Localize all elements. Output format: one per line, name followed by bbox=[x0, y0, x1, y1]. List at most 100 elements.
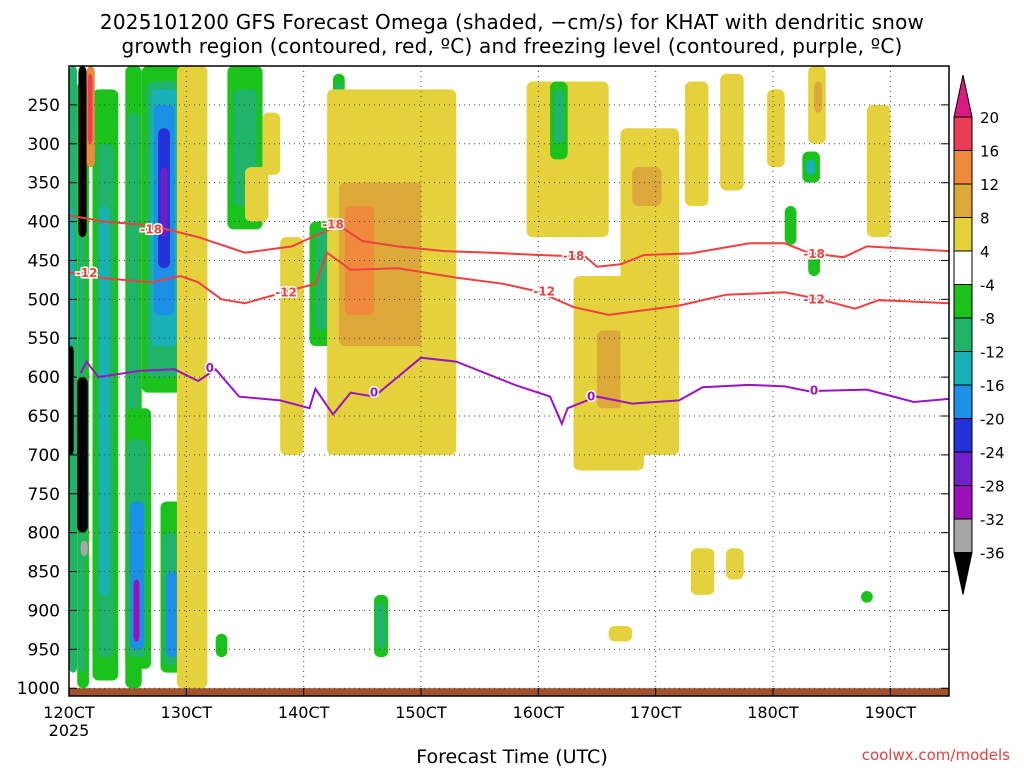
omega-cell bbox=[866, 104, 891, 238]
colorbar-top-arrow bbox=[953, 74, 973, 118]
x-tick-label: 180CT bbox=[747, 703, 799, 722]
colorbar: 20 16 12 8 4 -4 -8 -12 -16 -20 -24 -28 -32 -36 bbox=[953, 74, 1005, 595]
x-year-label: 2025 bbox=[49, 721, 90, 740]
contour-label-minus18: -18 bbox=[803, 247, 825, 261]
x-tick-label: 190CT bbox=[865, 703, 917, 722]
omega-cell bbox=[80, 540, 88, 556]
y-axis: 250 300 350 400 450 500 550 600 650 700 750 800 850 9… bbox=[17, 96, 949, 699]
omega-cell bbox=[632, 167, 662, 206]
contour-label-minus12: -12 bbox=[803, 292, 825, 306]
colorbar-segment bbox=[953, 351, 973, 386]
contour-minus18 bbox=[69, 214, 949, 268]
contour-label-freezing: 0 bbox=[810, 383, 818, 397]
omega-cell bbox=[215, 633, 228, 658]
omega-cell bbox=[726, 548, 744, 580]
colorbar-label: -32 bbox=[980, 511, 1005, 529]
colorbar-label: -4 bbox=[980, 277, 995, 295]
colorbar-segment bbox=[953, 284, 973, 319]
omega-cell bbox=[160, 167, 168, 238]
x-tick-label: 170CT bbox=[630, 703, 682, 722]
omega-cell bbox=[620, 128, 680, 455]
omega-cell bbox=[166, 571, 180, 658]
colorbar-segment bbox=[953, 418, 973, 453]
y-tick-label: 750 bbox=[28, 485, 60, 505]
colorbar-label: 12 bbox=[980, 176, 999, 194]
colorbar-label: -12 bbox=[980, 344, 1005, 362]
omega-cell bbox=[99, 206, 109, 595]
colorbar-label: -36 bbox=[980, 545, 1005, 563]
contour-label-freezing: 0 bbox=[206, 361, 214, 375]
omega-cell bbox=[767, 89, 785, 168]
contour-label-minus12: -12 bbox=[275, 285, 297, 299]
contour-labels: -18 -18 -18 -18 -12 -12 -12 -12 0 0 0 0 bbox=[74, 216, 826, 405]
omega-cell bbox=[315, 229, 328, 331]
omega-cell bbox=[720, 73, 744, 191]
y-tick-label: 300 bbox=[28, 135, 60, 155]
omega-cell bbox=[553, 89, 565, 144]
x-tick-label: 140CT bbox=[278, 703, 330, 722]
omega-cell bbox=[245, 167, 269, 222]
x-tick-label: 120CT bbox=[43, 703, 95, 722]
omega-cell bbox=[69, 346, 74, 455]
omega-cell bbox=[805, 159, 816, 175]
y-tick-label: 650 bbox=[28, 407, 60, 427]
contour-label-minus18: -18 bbox=[140, 222, 162, 236]
omega-cell bbox=[814, 81, 823, 113]
y-tick-label: 400 bbox=[28, 213, 60, 233]
y-tick-label: 800 bbox=[28, 524, 60, 544]
colorbar-label: -28 bbox=[980, 478, 1005, 496]
contour-freezing-level bbox=[79, 356, 949, 427]
omega-cell bbox=[69, 206, 74, 346]
omega-cell bbox=[262, 112, 281, 175]
colorbar-segment bbox=[953, 485, 973, 520]
omega-cell bbox=[78, 66, 87, 238]
y-tick-label: 350 bbox=[28, 174, 60, 194]
colorbar-segment bbox=[953, 150, 973, 185]
colorbar-segment bbox=[953, 451, 973, 486]
colorbar-segment bbox=[953, 183, 973, 218]
grid bbox=[68, 66, 949, 696]
colorbar-bottom-arrow bbox=[953, 552, 973, 595]
contour-label-minus12: -12 bbox=[76, 266, 98, 280]
omega-cell bbox=[608, 626, 633, 642]
colorbar-label: -24 bbox=[980, 444, 1005, 462]
credit-text: coolwx.com/models bbox=[861, 746, 1010, 764]
y-tick-label: 850 bbox=[28, 563, 60, 583]
contour-label-minus18: -18 bbox=[563, 249, 585, 263]
x-axis: 120CT 130CT 140CT 150CT 160CT 170CT 180CT 190CT… bbox=[43, 688, 916, 740]
omega-cell bbox=[280, 237, 304, 455]
y-tick-label: 500 bbox=[28, 290, 60, 310]
contours bbox=[69, 214, 949, 427]
terrain bbox=[69, 688, 949, 696]
contour-label-freezing: 0 bbox=[370, 386, 378, 400]
contour-label-minus18: -18 bbox=[322, 218, 344, 232]
chart-title-line2: growth region (contoured, red, ºC) and f… bbox=[121, 34, 903, 58]
omega-shading bbox=[69, 66, 949, 696]
omega-cell bbox=[77, 377, 88, 533]
y-tick-label: 600 bbox=[28, 368, 60, 388]
y-tick-label: 450 bbox=[28, 251, 60, 271]
colorbar-label: 4 bbox=[980, 243, 990, 261]
omega-cell bbox=[376, 602, 386, 650]
colorbar-segment bbox=[953, 317, 973, 352]
omega-cell bbox=[690, 548, 715, 595]
y-tick-label: 900 bbox=[28, 601, 60, 621]
x-axis-label: Forecast Time (UTC) bbox=[416, 746, 608, 768]
omega-cell bbox=[808, 252, 820, 276]
colorbar-segment bbox=[953, 384, 973, 419]
y-tick-label: 550 bbox=[28, 329, 60, 349]
colorbar-segment bbox=[953, 250, 973, 285]
colorbar-label: -8 bbox=[980, 310, 995, 328]
colorbar-label: -20 bbox=[980, 411, 1005, 429]
y-tick-label: 950 bbox=[28, 640, 60, 660]
x-tick-label: 130CT bbox=[161, 703, 213, 722]
chart-title-line1: 2025101200 GFS Forecast Omega (shaded, −… bbox=[99, 10, 925, 34]
plot-frame bbox=[68, 65, 950, 697]
omega-cell bbox=[526, 81, 609, 238]
colorbar-label: 16 bbox=[980, 143, 999, 161]
y-tick-label: 700 bbox=[28, 446, 60, 466]
omega-cell bbox=[784, 206, 797, 245]
x-tick-label: 160CT bbox=[513, 703, 565, 722]
colorbar-label: -16 bbox=[980, 377, 1005, 395]
